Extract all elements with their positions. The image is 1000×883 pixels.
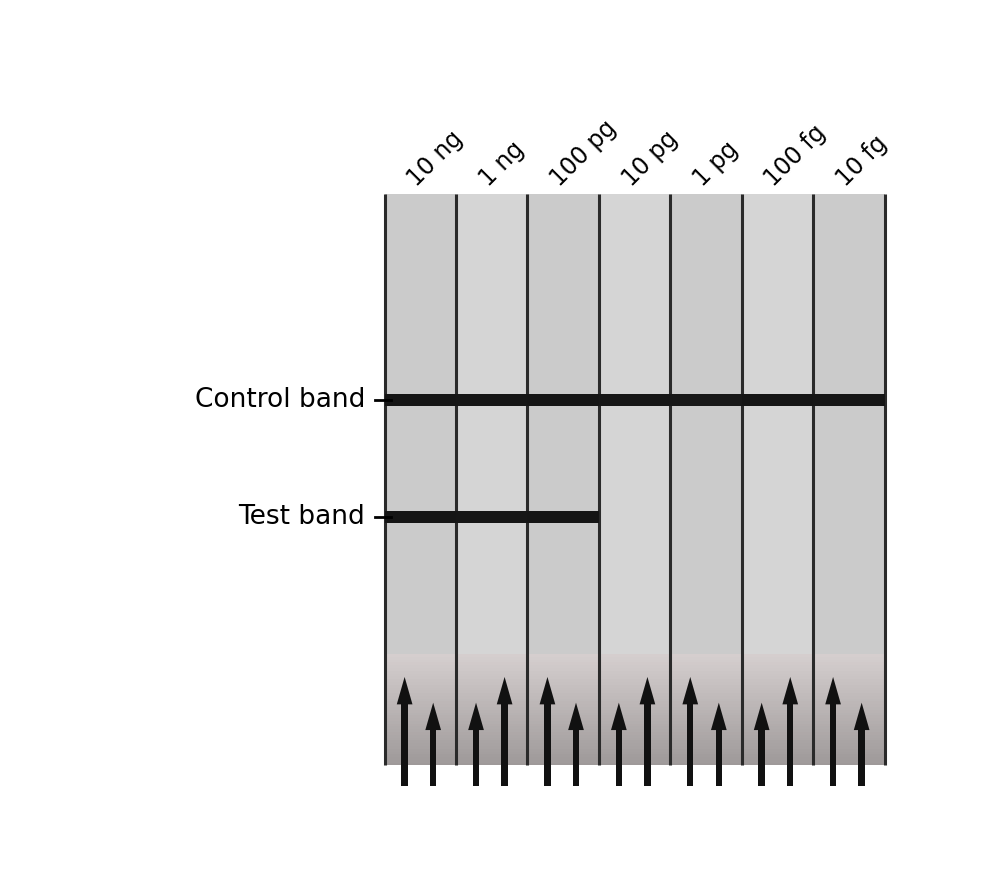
Polygon shape <box>682 677 698 705</box>
Text: Control band: Control band <box>195 387 365 413</box>
Text: Test band: Test band <box>239 504 365 530</box>
Bar <box>385 715 885 718</box>
Polygon shape <box>497 677 512 705</box>
Bar <box>385 691 885 693</box>
Bar <box>385 679 885 682</box>
Bar <box>527 194 599 766</box>
Bar <box>385 751 885 754</box>
Bar <box>385 662 885 665</box>
Bar <box>716 730 722 819</box>
Text: 100 pg: 100 pg <box>546 116 621 191</box>
Bar <box>385 729 885 732</box>
Text: 10 ng: 10 ng <box>403 126 468 191</box>
Bar <box>385 394 456 406</box>
Bar <box>573 730 579 819</box>
Bar <box>385 194 456 766</box>
Bar <box>385 676 885 679</box>
Bar <box>599 194 670 766</box>
Bar <box>456 394 527 406</box>
Bar <box>742 394 813 406</box>
Bar <box>385 668 885 671</box>
Bar <box>813 394 885 406</box>
Bar <box>758 730 765 819</box>
Bar <box>787 705 793 819</box>
Polygon shape <box>568 703 584 730</box>
Polygon shape <box>825 677 841 705</box>
Text: 1 ng: 1 ng <box>475 137 529 191</box>
Bar <box>385 713 885 715</box>
Bar <box>385 732 885 735</box>
Bar <box>385 707 885 710</box>
Polygon shape <box>397 677 412 705</box>
Text: 100 fg: 100 fg <box>760 120 831 191</box>
Text: 10 fg: 10 fg <box>832 131 892 191</box>
Polygon shape <box>640 677 655 705</box>
Bar <box>385 743 885 746</box>
Bar <box>385 510 456 524</box>
Bar <box>385 749 885 751</box>
Bar <box>644 705 651 819</box>
Bar <box>385 763 885 766</box>
Text: 10 pg: 10 pg <box>618 126 682 191</box>
Bar <box>385 746 885 749</box>
Bar <box>385 654 885 657</box>
Polygon shape <box>854 703 870 730</box>
Bar <box>385 657 885 660</box>
Bar <box>456 510 527 524</box>
Text: 1 pg: 1 pg <box>689 137 743 191</box>
Bar <box>858 730 865 819</box>
Bar <box>385 671 885 674</box>
Bar <box>670 194 742 766</box>
Bar <box>385 660 885 662</box>
Bar <box>385 710 885 713</box>
Bar <box>385 737 885 741</box>
Polygon shape <box>754 703 770 730</box>
Bar <box>385 194 885 766</box>
Bar <box>385 688 885 691</box>
Bar <box>385 727 885 729</box>
Bar <box>473 730 479 819</box>
Bar <box>385 674 885 676</box>
Bar <box>385 698 885 701</box>
Bar <box>385 754 885 757</box>
Bar <box>670 394 742 406</box>
Bar <box>385 735 885 737</box>
Bar <box>385 684 885 688</box>
Bar <box>385 701 885 705</box>
Bar <box>385 760 885 763</box>
Bar <box>527 510 599 524</box>
Polygon shape <box>468 703 484 730</box>
Bar <box>687 705 693 819</box>
Bar <box>401 705 408 819</box>
Bar <box>385 718 885 721</box>
Bar <box>385 741 885 743</box>
Bar <box>456 194 527 766</box>
Bar <box>385 705 885 707</box>
Bar <box>385 724 885 727</box>
Polygon shape <box>782 677 798 705</box>
Bar <box>813 194 885 766</box>
Polygon shape <box>711 703 727 730</box>
Bar <box>544 705 551 819</box>
Bar <box>385 757 885 760</box>
Polygon shape <box>540 677 555 705</box>
Bar <box>385 682 885 684</box>
Polygon shape <box>425 703 441 730</box>
Bar <box>830 705 836 819</box>
Bar <box>501 705 508 819</box>
Bar <box>385 696 885 698</box>
Bar <box>385 693 885 696</box>
Polygon shape <box>611 703 627 730</box>
Bar <box>599 394 670 406</box>
Bar <box>385 721 885 724</box>
Bar <box>742 194 813 766</box>
Bar <box>385 665 885 668</box>
Bar <box>616 730 622 819</box>
Bar <box>527 394 599 406</box>
Bar <box>430 730 436 819</box>
